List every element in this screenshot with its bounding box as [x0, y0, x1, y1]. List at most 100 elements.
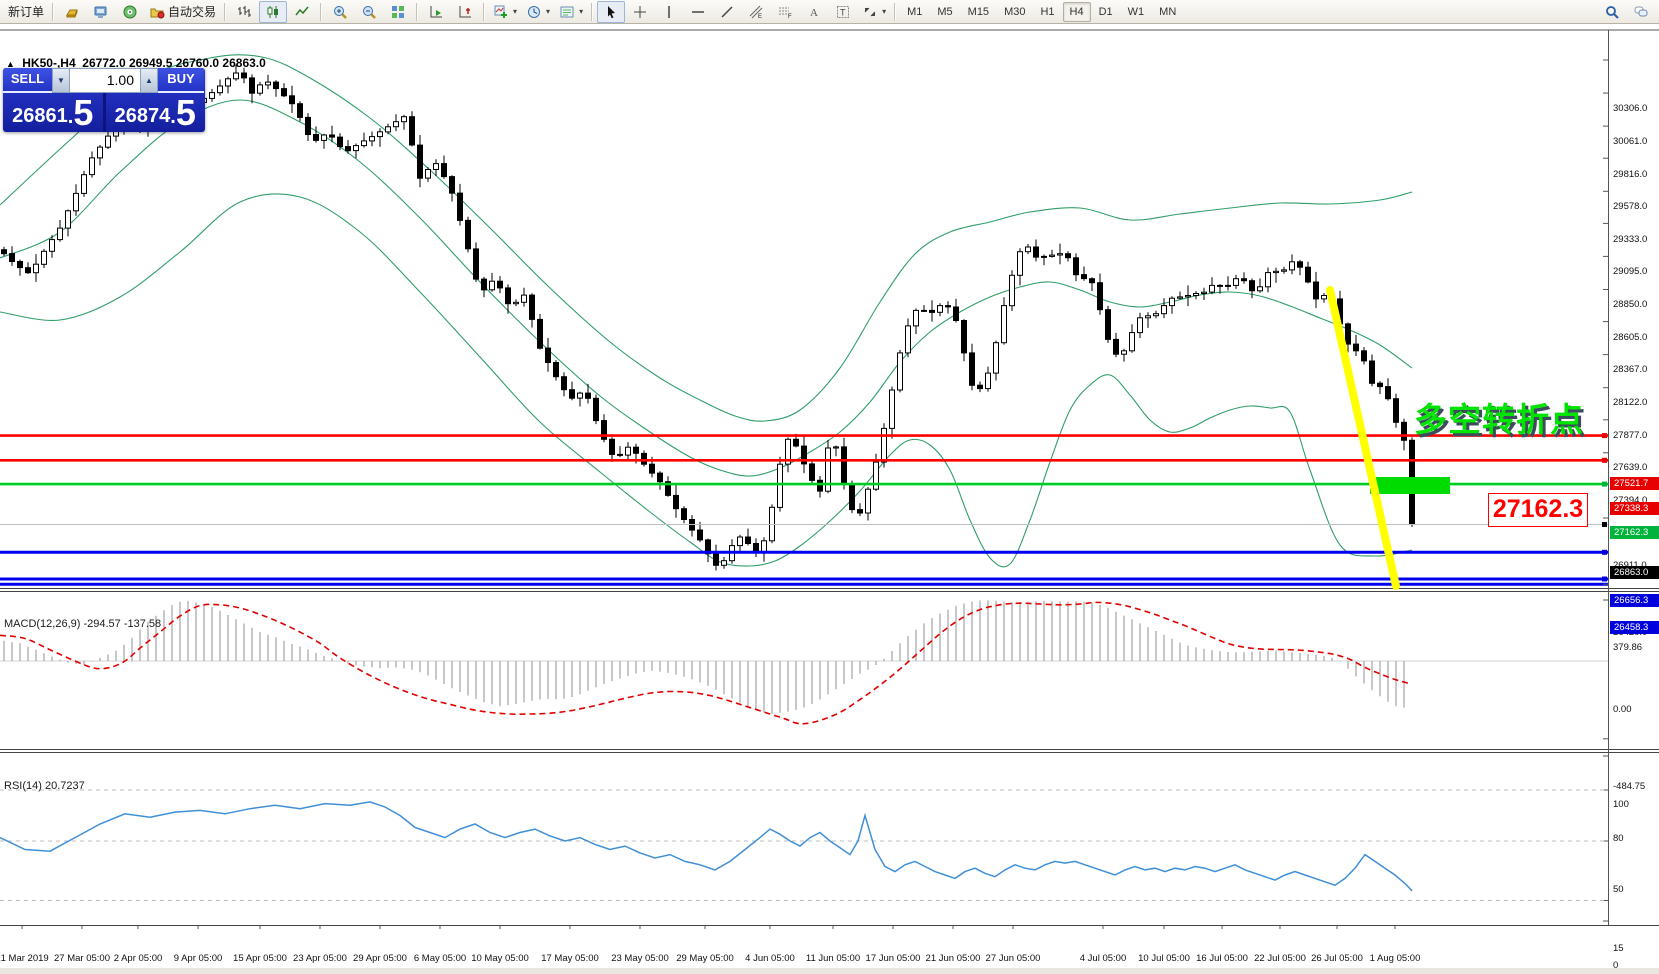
linechart-icon: [294, 4, 310, 20]
market-monitor-icon-button[interactable]: [87, 1, 115, 23]
timeframe-button-h1[interactable]: H1: [1040, 5, 1055, 18]
date-axis-label: 29 Apr 05:00: [353, 953, 407, 964]
fibonacci-button[interactable]: F: [771, 1, 799, 23]
timeframe-button-h4[interactable]: H4: [1062, 1, 1091, 22]
tile-windows-button[interactable]: [384, 1, 412, 23]
price-tag: 26863.0: [1610, 565, 1659, 579]
window-bottom-edge: [0, 968, 1659, 974]
chartshift-icon: [457, 4, 473, 20]
chart-shift-button[interactable]: [451, 1, 479, 23]
indicators-list-button[interactable]: ▾: [489, 1, 521, 23]
channels-icon: F: [777, 4, 793, 20]
crosshair-button[interactable]: [626, 1, 654, 23]
svg-text:A: A: [810, 7, 818, 19]
auto-scroll-button[interactable]: [422, 1, 450, 23]
sell-button[interactable]: SELL: [3, 68, 52, 93]
autotrade-icon: [149, 4, 165, 20]
gold-ingot-icon-button[interactable]: [58, 1, 86, 23]
text-label-button[interactable]: T: [829, 1, 857, 23]
date-axis-label: 6 May 05:00: [413, 953, 467, 964]
date-axis-label: 2 Apr 05:00: [113, 953, 163, 964]
timeframe-button-m30[interactable]: M30: [1004, 5, 1026, 18]
macd-axis-label: 0.00: [1613, 703, 1632, 715]
arrows-button[interactable]: ▾: [858, 1, 890, 23]
price-callout-box[interactable]: 27162.3: [1488, 493, 1588, 527]
price-axis-label: 29333.0: [1613, 233, 1648, 245]
price-axis-label: 27394.0: [1613, 495, 1648, 507]
rsi-axis-label: 100: [1613, 798, 1629, 810]
timeframe-button-d1[interactable]: D1: [1098, 5, 1113, 18]
bollinger-middle: [0, 99, 1413, 477]
rsi-indicator: [0, 789, 1608, 901]
toolbar-separator: [416, 2, 419, 21]
sound-alert-icon-button[interactable]: [116, 1, 144, 23]
timeframe-button-m15[interactable]: M15: [967, 5, 990, 18]
monitor-icon: [93, 4, 109, 20]
ingot-icon: [64, 4, 80, 20]
bollinger-upper: [0, 54, 1413, 422]
chart-title: ▲ HK50-,H4 26772.0 26949.5 26760.0 26863…: [6, 56, 266, 70]
trade-panel-divider: [102, 93, 106, 132]
date-axis-label: 29 May 05:00: [676, 953, 734, 964]
equidistant-channel-button[interactable]: E: [742, 1, 770, 23]
zoomout-icon: [361, 4, 377, 20]
trendline-button[interactable]: [713, 1, 741, 23]
toolbar-button-label: 新订单: [8, 5, 45, 19]
horizontal-line-button[interactable]: [684, 1, 712, 23]
timeframe-button-m5[interactable]: M5: [937, 5, 953, 18]
toolbar-separator: [591, 2, 594, 21]
text-button[interactable]: A: [800, 1, 828, 23]
chinese-annotation-text: 多空转折点: [1414, 401, 1584, 438]
price-tag: 26656.3: [1610, 593, 1659, 607]
date-axis-label: 22 Jul 05:00: [1254, 953, 1306, 964]
sell-price[interactable]: 26861. 5: [12, 92, 94, 132]
templates-button[interactable]: ▾: [555, 1, 587, 23]
rsi-axis-label: 80: [1613, 832, 1624, 844]
price-tag: 27521.7: [1610, 477, 1659, 491]
timeframe-button-m1[interactable]: M1: [907, 5, 923, 18]
auto-trading-button[interactable]: 自动交易: [145, 1, 220, 23]
periods-button[interactable]: ▾: [522, 1, 554, 23]
buy-button[interactable]: BUY: [158, 68, 204, 93]
yellow-trendline[interactable]: [1326, 286, 1400, 590]
bars-icon: [236, 4, 252, 20]
one-click-trade-panel: SELL ▼ 1.00 ▲ BUY 26861. 5 26874. 5: [3, 68, 205, 132]
axis-ticks: [21, 59, 1608, 929]
zoom-in-button[interactable]: [326, 1, 354, 23]
toolbar-separator: [52, 2, 55, 21]
price-axis-label: 30306.0: [1613, 102, 1648, 114]
rsi-axis-label: 0: [1613, 959, 1619, 971]
price-axis-label: 30061.0: [1613, 135, 1648, 147]
timeframe-button-w1[interactable]: W1: [1127, 5, 1145, 18]
green-highlight-rectangle[interactable]: [1370, 477, 1450, 494]
volume-input[interactable]: 1.00: [70, 68, 140, 93]
date-axis-label: 1 Aug 05:00: [1369, 953, 1421, 964]
indicator-icon: [493, 4, 509, 20]
chart-window[interactable]: ▲ HK50-,H4 26772.0 26949.5 26760.0 26863…: [0, 24, 1659, 974]
chevron-down-icon: ▾: [882, 7, 887, 16]
date-axis-label: 15 Apr 05:00: [233, 953, 287, 964]
zoom-out-button[interactable]: [355, 1, 383, 23]
community-chat-button[interactable]: [1627, 1, 1655, 23]
volume-increase-button[interactable]: ▲: [140, 68, 158, 93]
buy-price[interactable]: 26874. 5: [114, 92, 196, 132]
timeframe-button-mn[interactable]: MN: [1159, 5, 1177, 18]
candlestick-chart-button[interactable]: [259, 0, 288, 23]
price-axis-label: 29816.0: [1613, 168, 1648, 180]
chat-icon: [1633, 4, 1649, 20]
vertical-line-button[interactable]: [655, 1, 683, 23]
bollinger-bands: [0, 54, 1413, 568]
new-order-button[interactable]: 新订单: [4, 1, 48, 23]
search-button[interactable]: [1598, 1, 1626, 23]
price-axis-label: 28122.0: [1613, 397, 1648, 409]
date-axis-label: 26 Jul 05:00: [1311, 953, 1363, 964]
line-chart-button[interactable]: [288, 1, 316, 23]
horizontal-line-objects[interactable]: [0, 433, 1608, 586]
chevron-down-icon: ▾: [546, 7, 551, 16]
cursor-button[interactable]: [597, 0, 626, 23]
template-icon: [559, 4, 575, 20]
chart-canvas[interactable]: [0, 24, 1659, 950]
volume-decrease-button[interactable]: ▼: [52, 68, 70, 93]
bar-chart-button[interactable]: [230, 1, 258, 23]
